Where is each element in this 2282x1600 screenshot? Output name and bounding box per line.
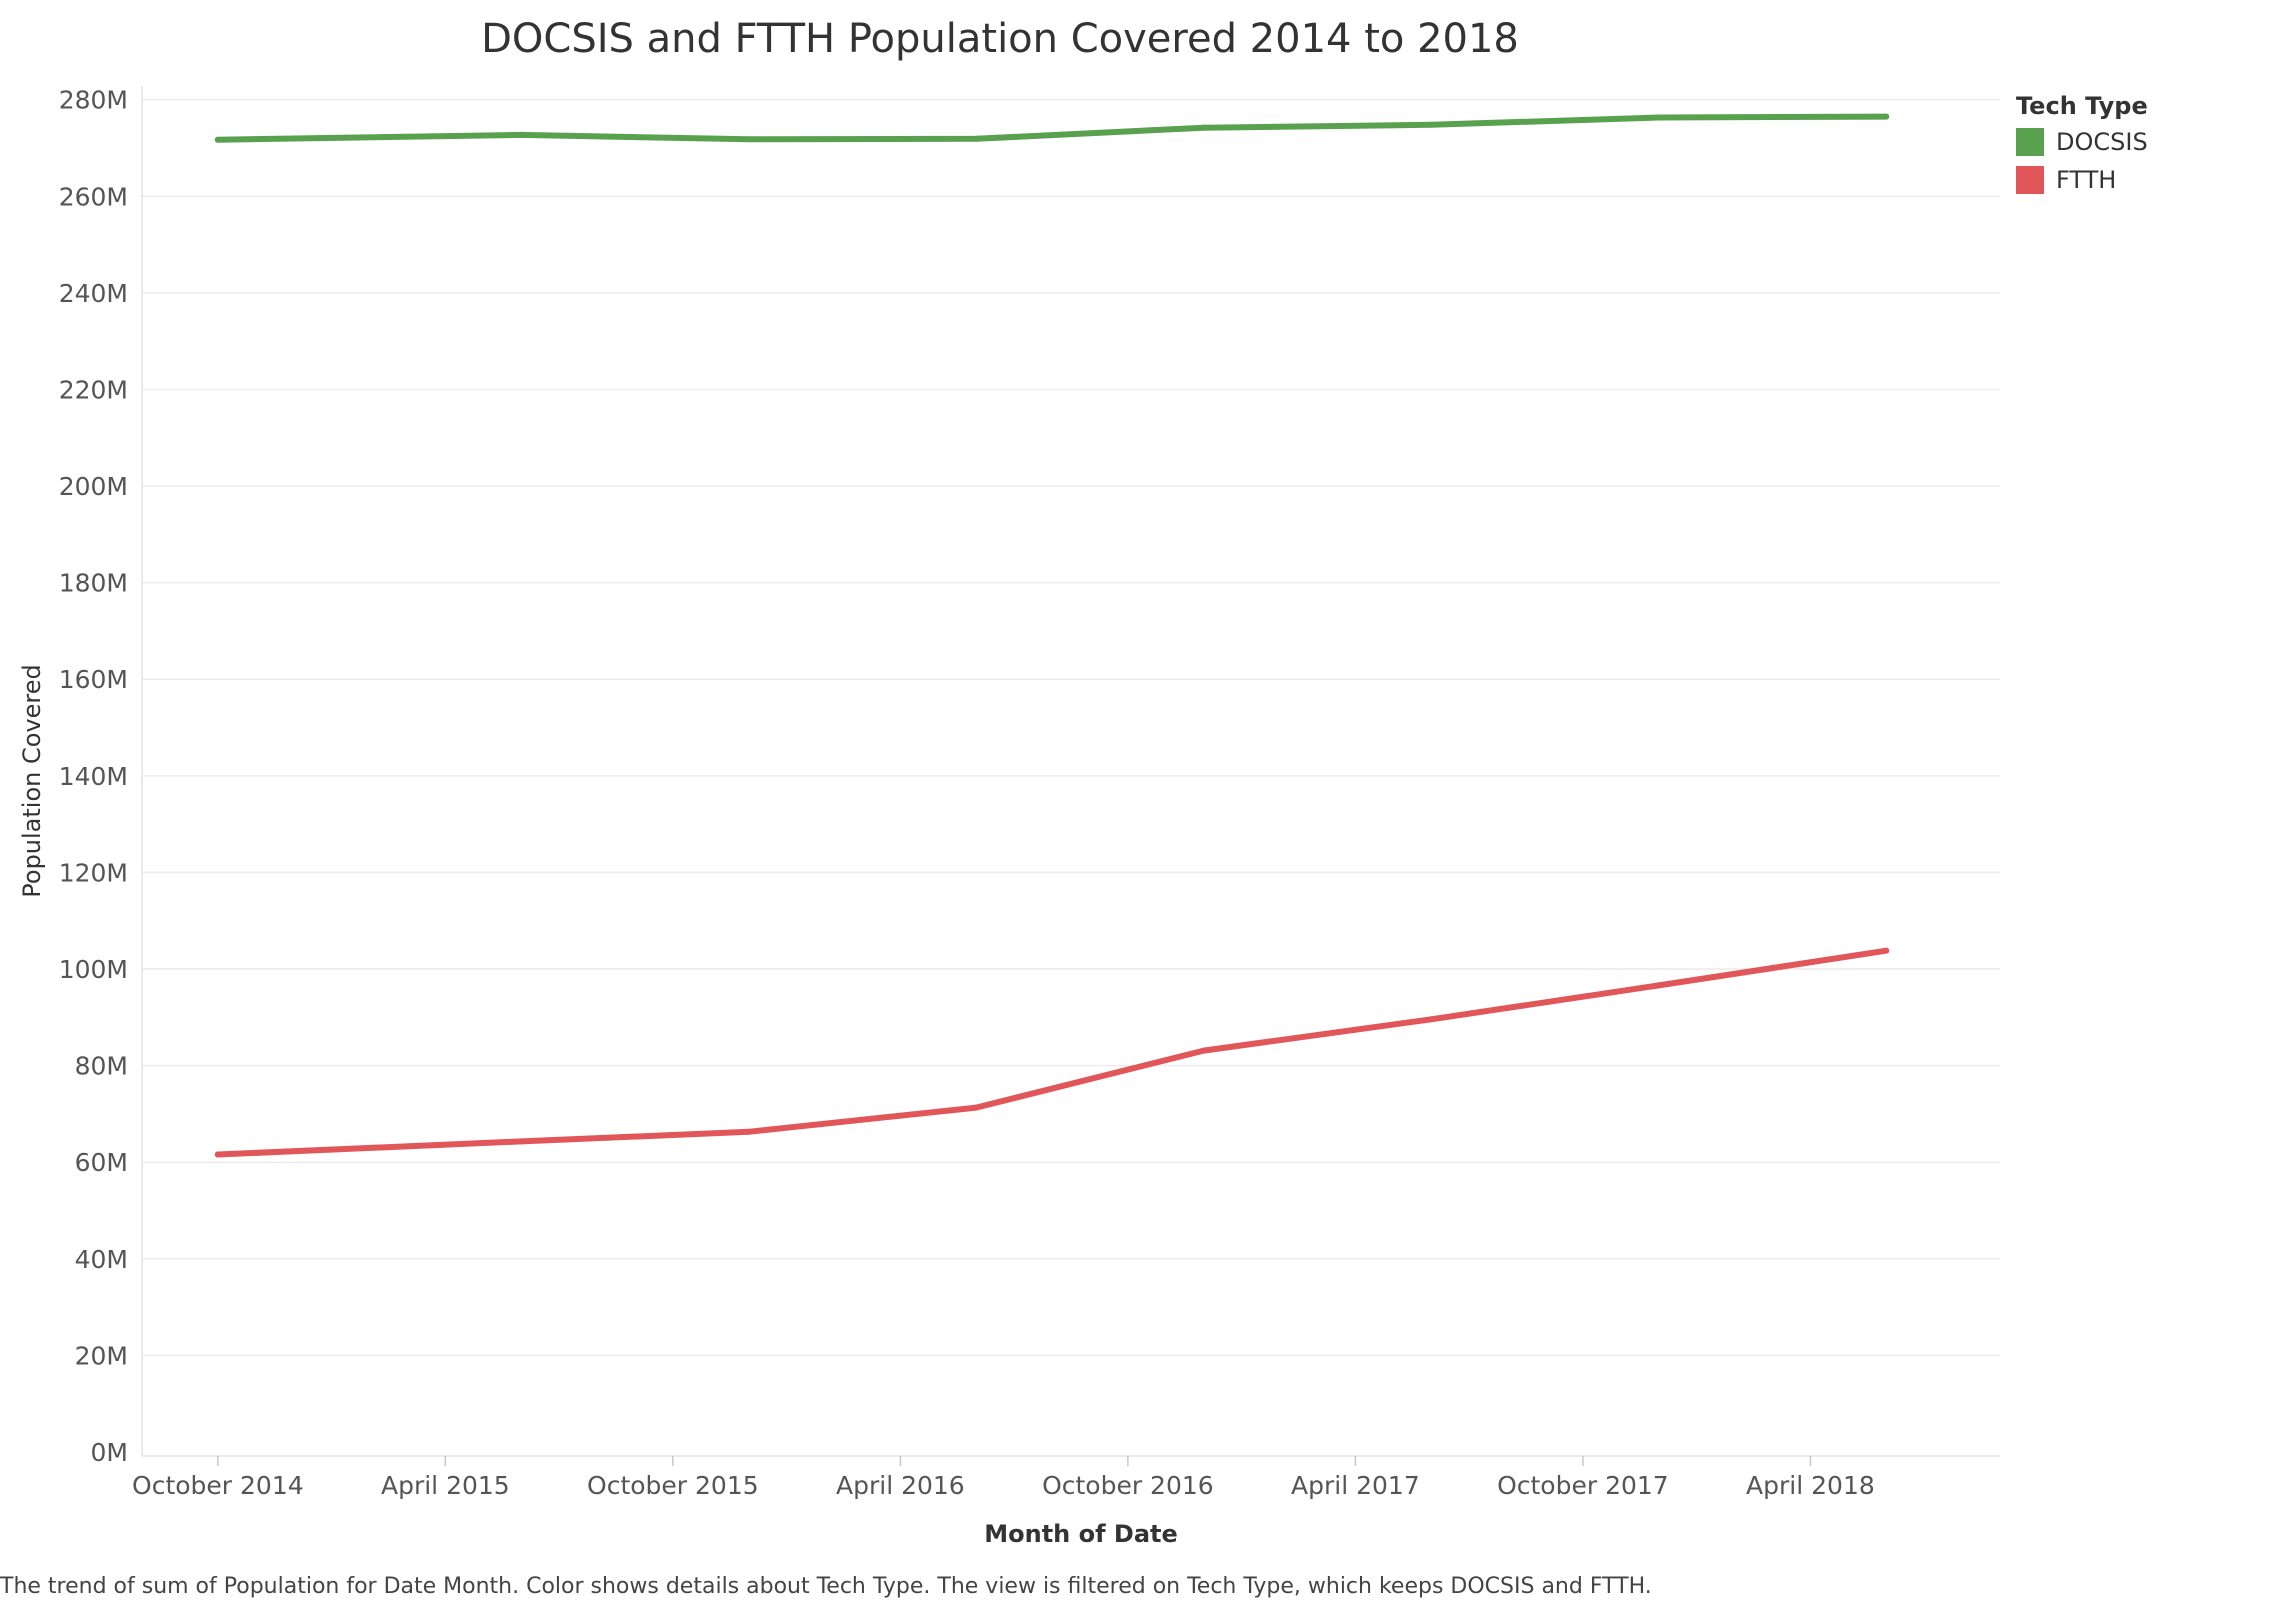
x-tick-label: April 2018 xyxy=(1746,1471,1875,1500)
y-tick-labels: 0M 20M 40M 60M 80M 100M 120M 140M 160M 180M 200M 22… xyxy=(59,86,128,1467)
y-tick-label: 40M xyxy=(75,1245,128,1274)
y-axis-title: Population Covered xyxy=(18,664,46,897)
y-tick-label: 0M xyxy=(91,1438,128,1467)
x-axis-title: Month of Date xyxy=(984,1520,1178,1548)
y-tick-label: 260M xyxy=(59,182,128,211)
x-tick-labels: October 2014 April 2015 October 2015 April … xyxy=(132,1471,1875,1500)
data-point-docsis[interactable] xyxy=(1883,113,1890,120)
data-point-docsis[interactable] xyxy=(518,131,525,138)
x-tick-label: April 2017 xyxy=(1291,1471,1420,1500)
data-point-ftth[interactable] xyxy=(745,1128,752,1135)
data-point-ftth[interactable] xyxy=(1883,947,1890,954)
y-tick-label: 100M xyxy=(59,955,128,984)
data-point-ftth[interactable] xyxy=(1200,1047,1207,1054)
legend-title: Tech Type xyxy=(2016,92,2148,120)
series-line-docsis[interactable] xyxy=(214,113,1890,143)
legend-label-docsis: DOCSIS xyxy=(2056,128,2148,156)
data-point-ftth[interactable] xyxy=(1428,1016,1435,1023)
data-point-ftth[interactable] xyxy=(973,1104,980,1111)
legend: Tech Type DOCSIS FTTH xyxy=(2016,92,2148,204)
data-point-ftth[interactable] xyxy=(214,1151,221,1158)
data-point-docsis[interactable] xyxy=(973,135,980,142)
line-chart: 0M 20M 40M 60M 80M 100M 120M 140M 160M 180M 200M 22… xyxy=(18,86,2000,1548)
legend-label-ftth: FTTH xyxy=(2056,166,2117,194)
data-point-docsis[interactable] xyxy=(1200,124,1207,131)
caption: The trend of sum of Population for Date … xyxy=(0,1574,1652,1599)
y-tick-label: 160M xyxy=(59,665,128,694)
y-tick-label: 200M xyxy=(59,472,128,501)
grid-lines xyxy=(142,98,2000,1357)
y-tick-label: 20M xyxy=(75,1341,128,1370)
legend-swatch-ftth xyxy=(2016,166,2044,194)
data-point-ftth[interactable] xyxy=(518,1138,525,1145)
x-tick-label: October 2014 xyxy=(132,1471,304,1500)
x-tick-label: October 2017 xyxy=(1497,1471,1669,1500)
data-point-docsis[interactable] xyxy=(1428,121,1435,128)
legend-item-ftth[interactable]: FTTH xyxy=(2016,166,2148,194)
y-tick-label: 280M xyxy=(59,86,128,115)
legend-item-docsis[interactable]: DOCSIS xyxy=(2016,128,2148,156)
legend-swatch-docsis xyxy=(2016,128,2044,156)
y-tick-label: 140M xyxy=(59,762,128,791)
data-point-docsis[interactable] xyxy=(1655,114,1662,121)
data-point-docsis[interactable] xyxy=(745,136,752,143)
series-lines xyxy=(214,113,1890,1158)
x-tick-label: April 2015 xyxy=(381,1471,510,1500)
y-tick-label: 120M xyxy=(59,858,128,887)
x-tick-label: April 2016 xyxy=(836,1471,965,1500)
y-tick-label: 180M xyxy=(59,569,128,598)
y-tick-label: 220M xyxy=(59,375,128,404)
chart-title: DOCSIS and FTTH Population Covered 2014 … xyxy=(481,16,1519,62)
axes xyxy=(141,86,2000,1466)
y-tick-label: 60M xyxy=(75,1148,128,1177)
x-tick-label: October 2015 xyxy=(587,1471,759,1500)
data-point-docsis[interactable] xyxy=(214,136,221,143)
series-line-ftth[interactable] xyxy=(214,947,1890,1158)
y-tick-label: 240M xyxy=(59,279,128,308)
x-tick-label: October 2016 xyxy=(1042,1471,1214,1500)
data-point-ftth[interactable] xyxy=(1655,982,1662,989)
y-tick-label: 80M xyxy=(75,1052,128,1081)
